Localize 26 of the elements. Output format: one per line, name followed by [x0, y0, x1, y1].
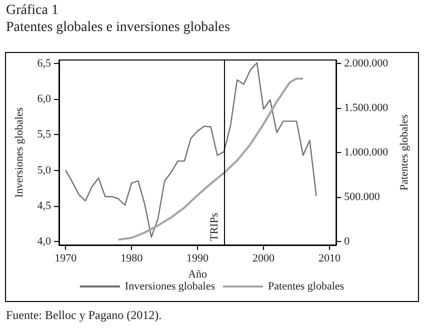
y2-tick-label: 500.000 — [344, 190, 380, 203]
y-tick-label: 6,5 — [37, 58, 52, 70]
y-axis-title: Inversiones globales — [14, 107, 26, 198]
x-tick-label: 2000 — [252, 252, 276, 264]
y-tick-label: 4,0 — [37, 235, 52, 248]
y2-tick-label: 1.000.000 — [344, 146, 389, 158]
y2-tick-label: 1.500.000 — [344, 102, 389, 114]
legend-label: Inversiones globales — [124, 280, 216, 292]
chart-title: Gráfica 1 — [6, 2, 60, 19]
y-tick-label: 6,0 — [37, 93, 52, 106]
line-series — [117, 78, 304, 241]
y-tick-label: 4,5 — [37, 200, 52, 212]
y2-axis-title: Patentes globales — [398, 114, 410, 191]
x-tick-label: 1980 — [120, 252, 144, 264]
chart-subtitle: Patentes globales e inversiones globales — [6, 19, 230, 36]
y-tick-label: 5,5 — [37, 128, 52, 141]
source-note: Fuente: Belloc y Pagano (2012). — [6, 308, 162, 323]
x-axis-title: Año — [188, 268, 208, 280]
ref-line-label: TRIPs — [208, 212, 220, 241]
x-tick-label: 1970 — [54, 252, 78, 264]
legend-label: Patentes globales — [268, 280, 344, 292]
x-tick-label: 2010 — [318, 252, 341, 264]
y-tick-label: 5,0 — [37, 164, 52, 176]
y2-tick-label: 0 — [344, 235, 350, 248]
y2-tick-label: 2.000.000 — [344, 58, 389, 70]
x-tick-label: 1990 — [186, 252, 210, 264]
